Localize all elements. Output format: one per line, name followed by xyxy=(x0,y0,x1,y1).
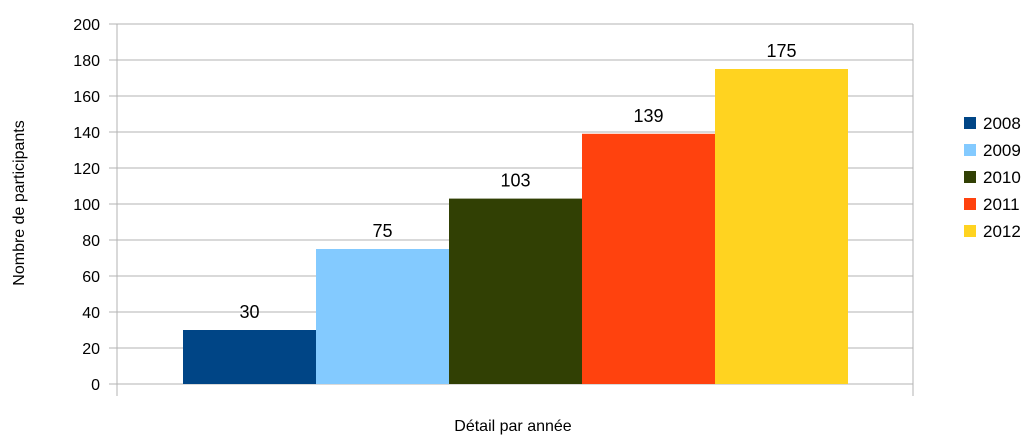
y-tick-label: 200 xyxy=(73,17,100,34)
legend-label-2010: 2010 xyxy=(983,168,1021,187)
legend-swatch-2009 xyxy=(964,144,976,156)
bar-2008 xyxy=(183,330,316,384)
bar-2010 xyxy=(449,198,582,384)
legend-label-2011: 2011 xyxy=(983,195,1020,214)
y-tick-label: 180 xyxy=(73,53,100,70)
data-label-2008: 30 xyxy=(239,302,259,322)
bar-2009 xyxy=(316,249,449,384)
y-tick-label: 120 xyxy=(73,161,100,178)
x-axis-label: Détail par année xyxy=(454,418,572,435)
legend-swatch-2011 xyxy=(964,198,976,210)
legend-swatch-2010 xyxy=(964,171,976,183)
data-label-2011: 139 xyxy=(633,106,663,126)
legend-swatch-2008 xyxy=(964,117,976,129)
data-label-2012: 175 xyxy=(766,41,796,61)
bars-layer xyxy=(183,69,848,384)
bar-2011 xyxy=(582,133,715,384)
legend-label-2008: 2008 xyxy=(983,114,1021,133)
y-tick-label: 140 xyxy=(73,125,100,142)
data-labels-layer: 30 75 103 139 175 xyxy=(239,41,796,322)
y-tick-label: 60 xyxy=(82,269,100,286)
legend-swatch-2012 xyxy=(964,225,976,237)
y-tick-label: 80 xyxy=(82,233,100,250)
y-axis-ticks: 0 20 40 60 80 100 120 140 160 180 200 xyxy=(73,17,100,394)
y-tick-label: 100 xyxy=(73,197,100,214)
bar-2012 xyxy=(715,69,848,384)
y-tick-label: 40 xyxy=(82,305,100,322)
legend-label-2009: 2009 xyxy=(983,141,1021,160)
y-tick-label: 20 xyxy=(82,341,100,358)
y-tick-label: 0 xyxy=(91,377,100,394)
y-tick-label: 160 xyxy=(73,89,100,106)
legend: 2008 2009 2010 2011 2012 xyxy=(964,114,1021,241)
y-axis-label: Nombre de participants xyxy=(11,120,28,285)
data-label-2010: 103 xyxy=(500,171,530,191)
legend-label-2012: 2012 xyxy=(983,222,1021,241)
data-label-2009: 75 xyxy=(372,221,392,241)
